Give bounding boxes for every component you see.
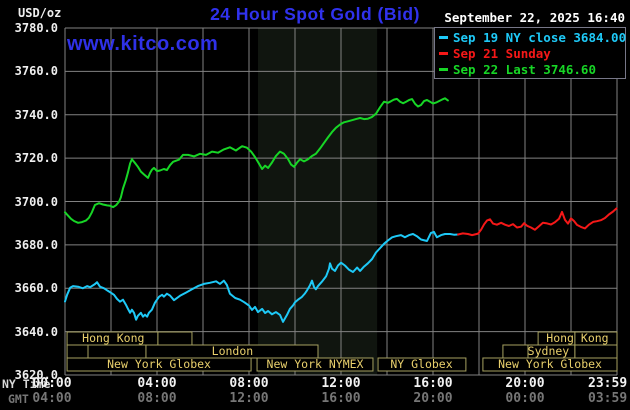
- session-label: Sydney: [528, 344, 570, 358]
- legend-item-sep19: Sep 19 NY close 3684.00: [439, 29, 627, 45]
- series-sep22-line: [64, 97, 449, 224]
- x-axis-ny-tick-label: 08:00: [229, 376, 269, 391]
- x-axis-gmt-tick-label: 16:00: [321, 391, 361, 406]
- session-label: Hong Kong: [546, 331, 608, 345]
- legend-item-label: Sep 21 Sunday: [453, 45, 551, 61]
- x-axis-gmt-tick-label: 08:00: [137, 391, 177, 406]
- kitco-watermark-link[interactable]: www.kitco.com: [67, 33, 219, 55]
- legend: Sep 19 NY close 3684.00 Sep 21 Sunday Se…: [434, 27, 626, 79]
- x-axis-gmt-tick-label: 00:00: [505, 391, 545, 406]
- legend-item-sep21: Sep 21 Sunday: [439, 46, 625, 61]
- y-axis-tick-label: 3760.0: [14, 64, 58, 79]
- legend-item-label: Sep 19 NY close 3684.00: [453, 29, 627, 45]
- session-box: [157, 331, 193, 346]
- sep21-dash-icon: [439, 51, 448, 55]
- y-axis-tick-label: 3720.0: [14, 151, 58, 166]
- legend-item-sep22: Sep 22 Last 3746.60: [439, 62, 625, 77]
- x-axis-ny-tick-label: 16:00: [413, 376, 453, 391]
- session-box: [66, 344, 89, 359]
- session-label: New York NYMEX: [267, 357, 364, 371]
- session-label: New York Globex: [498, 357, 602, 371]
- x-axis-gmt-tick-label: 03:59: [588, 391, 628, 406]
- sep22-dash-icon: [439, 67, 448, 71]
- y-axis-tick-label: 3620.0: [14, 368, 58, 382]
- x-axis-ny-tick-label: 04:00: [137, 376, 177, 391]
- session-box: [377, 357, 467, 372]
- x-axis-gmt-tick-label: 12:00: [229, 391, 269, 406]
- series-sep19-line: [64, 230, 460, 323]
- session-label: NY Globex: [390, 357, 452, 371]
- datetime-label: September 22, 2025 16:40: [444, 10, 625, 25]
- y-axis-tick-label: 3640.0: [14, 324, 58, 339]
- y-axis-tick-label: 3740.0: [14, 107, 58, 122]
- y-axis-tick-label: 3660.0: [14, 281, 58, 296]
- session-box: [256, 357, 374, 372]
- sep19-dash-icon: [439, 35, 448, 39]
- series-sep21-line: [457, 207, 618, 237]
- session-box: [66, 357, 252, 372]
- x-axis-ny-tick-label: 23:59: [588, 376, 628, 391]
- x-axis-ny-tick-label: 20:00: [505, 376, 545, 391]
- x-axis-gmt-tick-label: 04:00: [32, 391, 72, 406]
- y-axis-tick-label: 3680.0: [14, 237, 58, 252]
- x-axis-gmt-tick-label: 20:00: [413, 391, 453, 406]
- unit-label: USD/oz: [18, 6, 62, 20]
- y-axis-tick-label: 3700.0: [14, 194, 58, 209]
- page-title: 24 Hour Spot Gold (Bid): [210, 4, 420, 24]
- x-axis-ny-tick-label: 12:00: [321, 376, 361, 391]
- legend-item-label: Sep 22 Last 3746.60: [453, 61, 596, 77]
- ny-time-row-label: NY Time: [2, 377, 51, 391]
- session-label: London: [212, 344, 254, 358]
- x-axis-ny-tick-label: 00:00: [32, 376, 72, 391]
- y-axis-tick-label: 3780.0: [14, 21, 58, 35]
- session-box: [482, 357, 618, 372]
- session-label: New York Globex: [107, 357, 211, 371]
- session-label: Hong Kong: [82, 331, 144, 345]
- gmt-row-label: GMT: [8, 392, 29, 406]
